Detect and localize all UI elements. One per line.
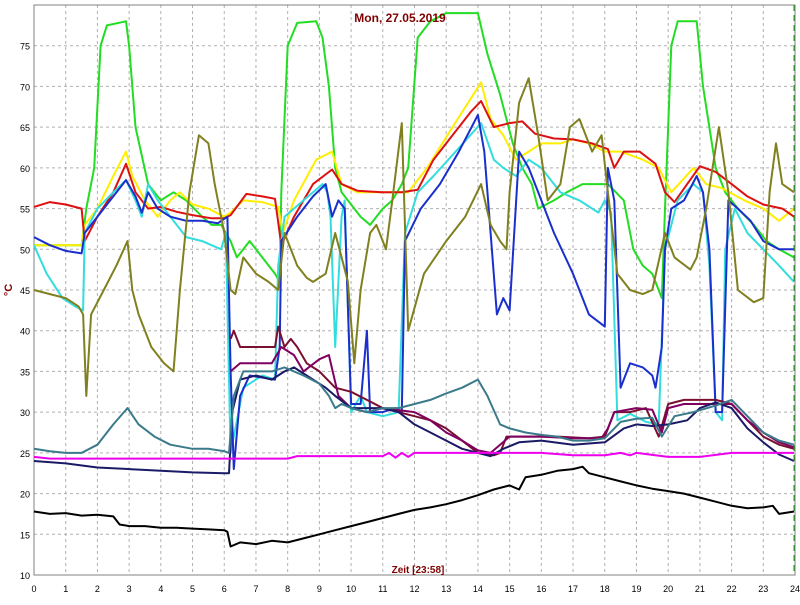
y-tick-label: 30 (20, 408, 30, 418)
x-tick-label: 17 (568, 584, 578, 594)
x-tick-label: 21 (695, 584, 705, 594)
x-tick-label: 12 (409, 584, 419, 594)
series-lines (33, 12, 795, 548)
x-axis-tick-labels: 0 1 2 3 4 5 6 7 8 9 10 11 12 13 14 15 16 17 18 19 20 21 22 23 24 (31, 584, 800, 594)
y-tick-label: 35 (20, 367, 30, 377)
x-tick-label: 9 (317, 584, 322, 594)
series-line-8 (229, 346, 795, 454)
y-tick-label: 60 (20, 164, 30, 174)
x-tick-label: 10 (346, 584, 356, 594)
y-axis-tick-labels: 10 15 20 25 30 35 40 45 50 55 60 65 70 75 (20, 42, 30, 581)
y-tick-label: 40 (20, 327, 30, 337)
x-tick-label: 0 (31, 584, 36, 594)
y-tick-label: 15 (20, 530, 30, 540)
series-line-3 (33, 100, 795, 247)
y-tick-label: 65 (20, 123, 30, 133)
series-line-11 (33, 451, 794, 460)
x-tick-label: 15 (505, 584, 515, 594)
series-line-6 (33, 77, 795, 397)
y-tick-label: 10 (20, 571, 30, 581)
x-tick-label: 1 (63, 584, 68, 594)
x-tick-label: 18 (600, 584, 610, 594)
chart-title: Mon, 27.05.2019 (354, 11, 446, 25)
series-line-12 (33, 465, 795, 548)
series-line-1 (34, 12, 795, 300)
y-tick-label: 50 (20, 245, 30, 255)
x-tick-label: 23 (758, 584, 768, 594)
y-tick-label: 45 (20, 286, 30, 296)
x-tick-label: 11 (378, 584, 387, 594)
y-tick-label: 20 (20, 490, 30, 500)
x-tick-label: 2 (95, 584, 100, 594)
y-tick-label: 70 (20, 82, 30, 92)
x-tick-label: 16 (536, 584, 546, 594)
x-tick-label: 7 (253, 584, 258, 594)
x-tick-label: 20 (663, 584, 673, 594)
y-tick-label: 75 (20, 42, 30, 52)
y-tick-label: 25 (20, 449, 30, 459)
x-axis-label: Zeit [23:58] (392, 565, 445, 576)
x-tick-label: 5 (190, 584, 195, 594)
x-tick-label: 13 (441, 584, 451, 594)
x-tick-label: 19 (631, 584, 641, 594)
y-axis-label: °C (3, 284, 15, 296)
y-tick-label: 55 (20, 205, 30, 215)
series-line-9 (33, 366, 795, 475)
x-tick-label: 8 (285, 584, 290, 594)
x-tick-label: 22 (727, 584, 737, 594)
x-tick-label: 14 (473, 584, 483, 594)
x-tick-label: 6 (222, 584, 227, 594)
grid (34, 5, 795, 575)
x-tick-label: 4 (158, 584, 163, 594)
x-tick-label: 3 (127, 584, 132, 594)
series-line-10 (33, 366, 795, 454)
x-tick-label: 24 (790, 584, 800, 594)
